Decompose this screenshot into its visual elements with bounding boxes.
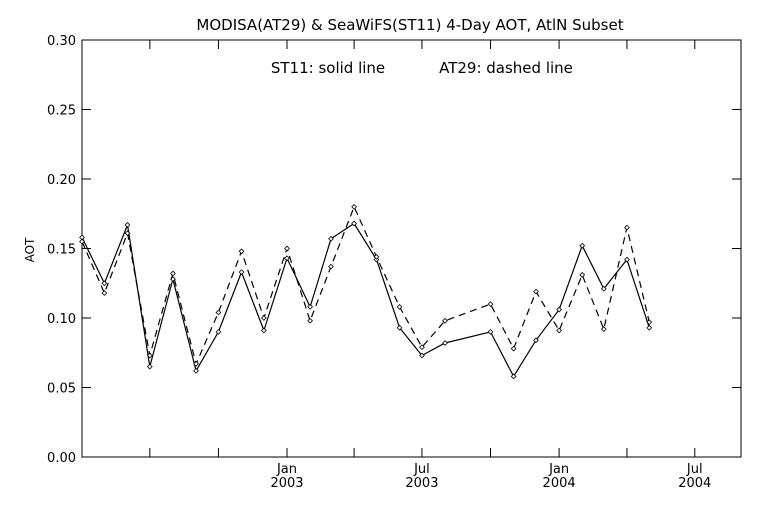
series-layer	[79, 203, 653, 380]
data-point-st11	[124, 222, 131, 228]
y-tick-label: 0.25	[47, 104, 76, 119]
data-point-st11	[238, 269, 245, 275]
data-point-at29	[284, 245, 290, 252]
data-point-st11	[328, 235, 334, 242]
annotation-solid: ST11: solid line	[271, 59, 385, 77]
data-point-st11	[396, 324, 403, 331]
y-tick-label: 0.05	[47, 382, 76, 397]
series-line-at29	[81, 205, 650, 366]
y-tick-label: 0.30	[47, 34, 76, 49]
data-point-st11	[646, 324, 653, 331]
data-point-at29	[307, 317, 313, 324]
data-point-at29	[79, 238, 85, 245]
data-point-st11	[556, 306, 562, 313]
data-point-at29	[396, 304, 403, 310]
data-point-at29	[146, 352, 153, 359]
data-point-at29	[170, 270, 176, 277]
chart-title: MODISA(AT29) & SeaWiFS(ST11) 4-Day AOT, …	[196, 16, 623, 34]
data-point-st11	[261, 327, 267, 334]
x-tick-month-label: Jan	[276, 462, 297, 477]
x-tick-month-label: Jul	[686, 462, 703, 477]
data-point-at29	[124, 230, 131, 237]
data-point-at29	[328, 263, 334, 270]
data-point-at29	[215, 309, 222, 316]
x-tick-month-label: Jan	[548, 462, 569, 477]
y-axis: 0.00 0.05 0.10 0.15 0.20 0.25 0.30	[47, 34, 741, 466]
data-point-at29	[600, 326, 607, 332]
x-tick-year-label: 2003	[270, 476, 303, 491]
data-point-st11	[307, 304, 313, 310]
data-point-st11	[624, 256, 630, 263]
data-point-st11	[284, 255, 290, 262]
data-point-st11	[533, 337, 539, 344]
data-point-st11	[215, 329, 222, 335]
plot-frame	[81, 39, 742, 458]
data-point-st11	[193, 367, 199, 374]
data-point-st11	[487, 329, 494, 335]
data-point-st11	[101, 280, 108, 287]
data-point-at29	[419, 344, 425, 351]
x-tick-year-label: 2004	[678, 476, 711, 491]
x-tick-year-label: 2003	[405, 476, 438, 491]
x-tick-month-label: Jul	[413, 462, 430, 477]
data-point-st11	[579, 242, 586, 249]
annotation-dashed: AT29: dashed line	[439, 59, 573, 77]
data-point-at29	[624, 224, 630, 231]
data-point-st11	[442, 340, 448, 346]
y-axis-label: AOT	[23, 237, 37, 262]
data-point-at29	[442, 317, 448, 324]
y-tick-label: 0.00	[47, 451, 76, 466]
data-point-at29	[193, 361, 199, 367]
data-point-st11	[600, 285, 607, 292]
data-point-at29	[101, 290, 108, 296]
data-point-at29	[556, 327, 562, 334]
data-point-st11	[510, 373, 517, 380]
data-point-at29	[261, 315, 267, 321]
y-tick-label: 0.10	[47, 312, 76, 327]
data-point-at29	[533, 288, 539, 295]
data-point-st11	[146, 363, 153, 370]
data-point-at29	[510, 345, 517, 352]
data-point-st11	[351, 220, 357, 227]
y-tick-label: 0.15	[47, 243, 76, 258]
data-point-at29	[238, 248, 245, 255]
data-point-at29	[487, 301, 494, 307]
data-point-at29	[646, 319, 653, 326]
x-tick-year-label: 2004	[543, 476, 576, 491]
data-point-at29	[351, 203, 357, 210]
data-point-st11	[419, 352, 425, 359]
data-point-at29	[579, 272, 586, 278]
series-line-st11	[81, 222, 650, 378]
data-point-at29	[373, 253, 380, 260]
y-tick-label: 0.20	[47, 173, 76, 188]
